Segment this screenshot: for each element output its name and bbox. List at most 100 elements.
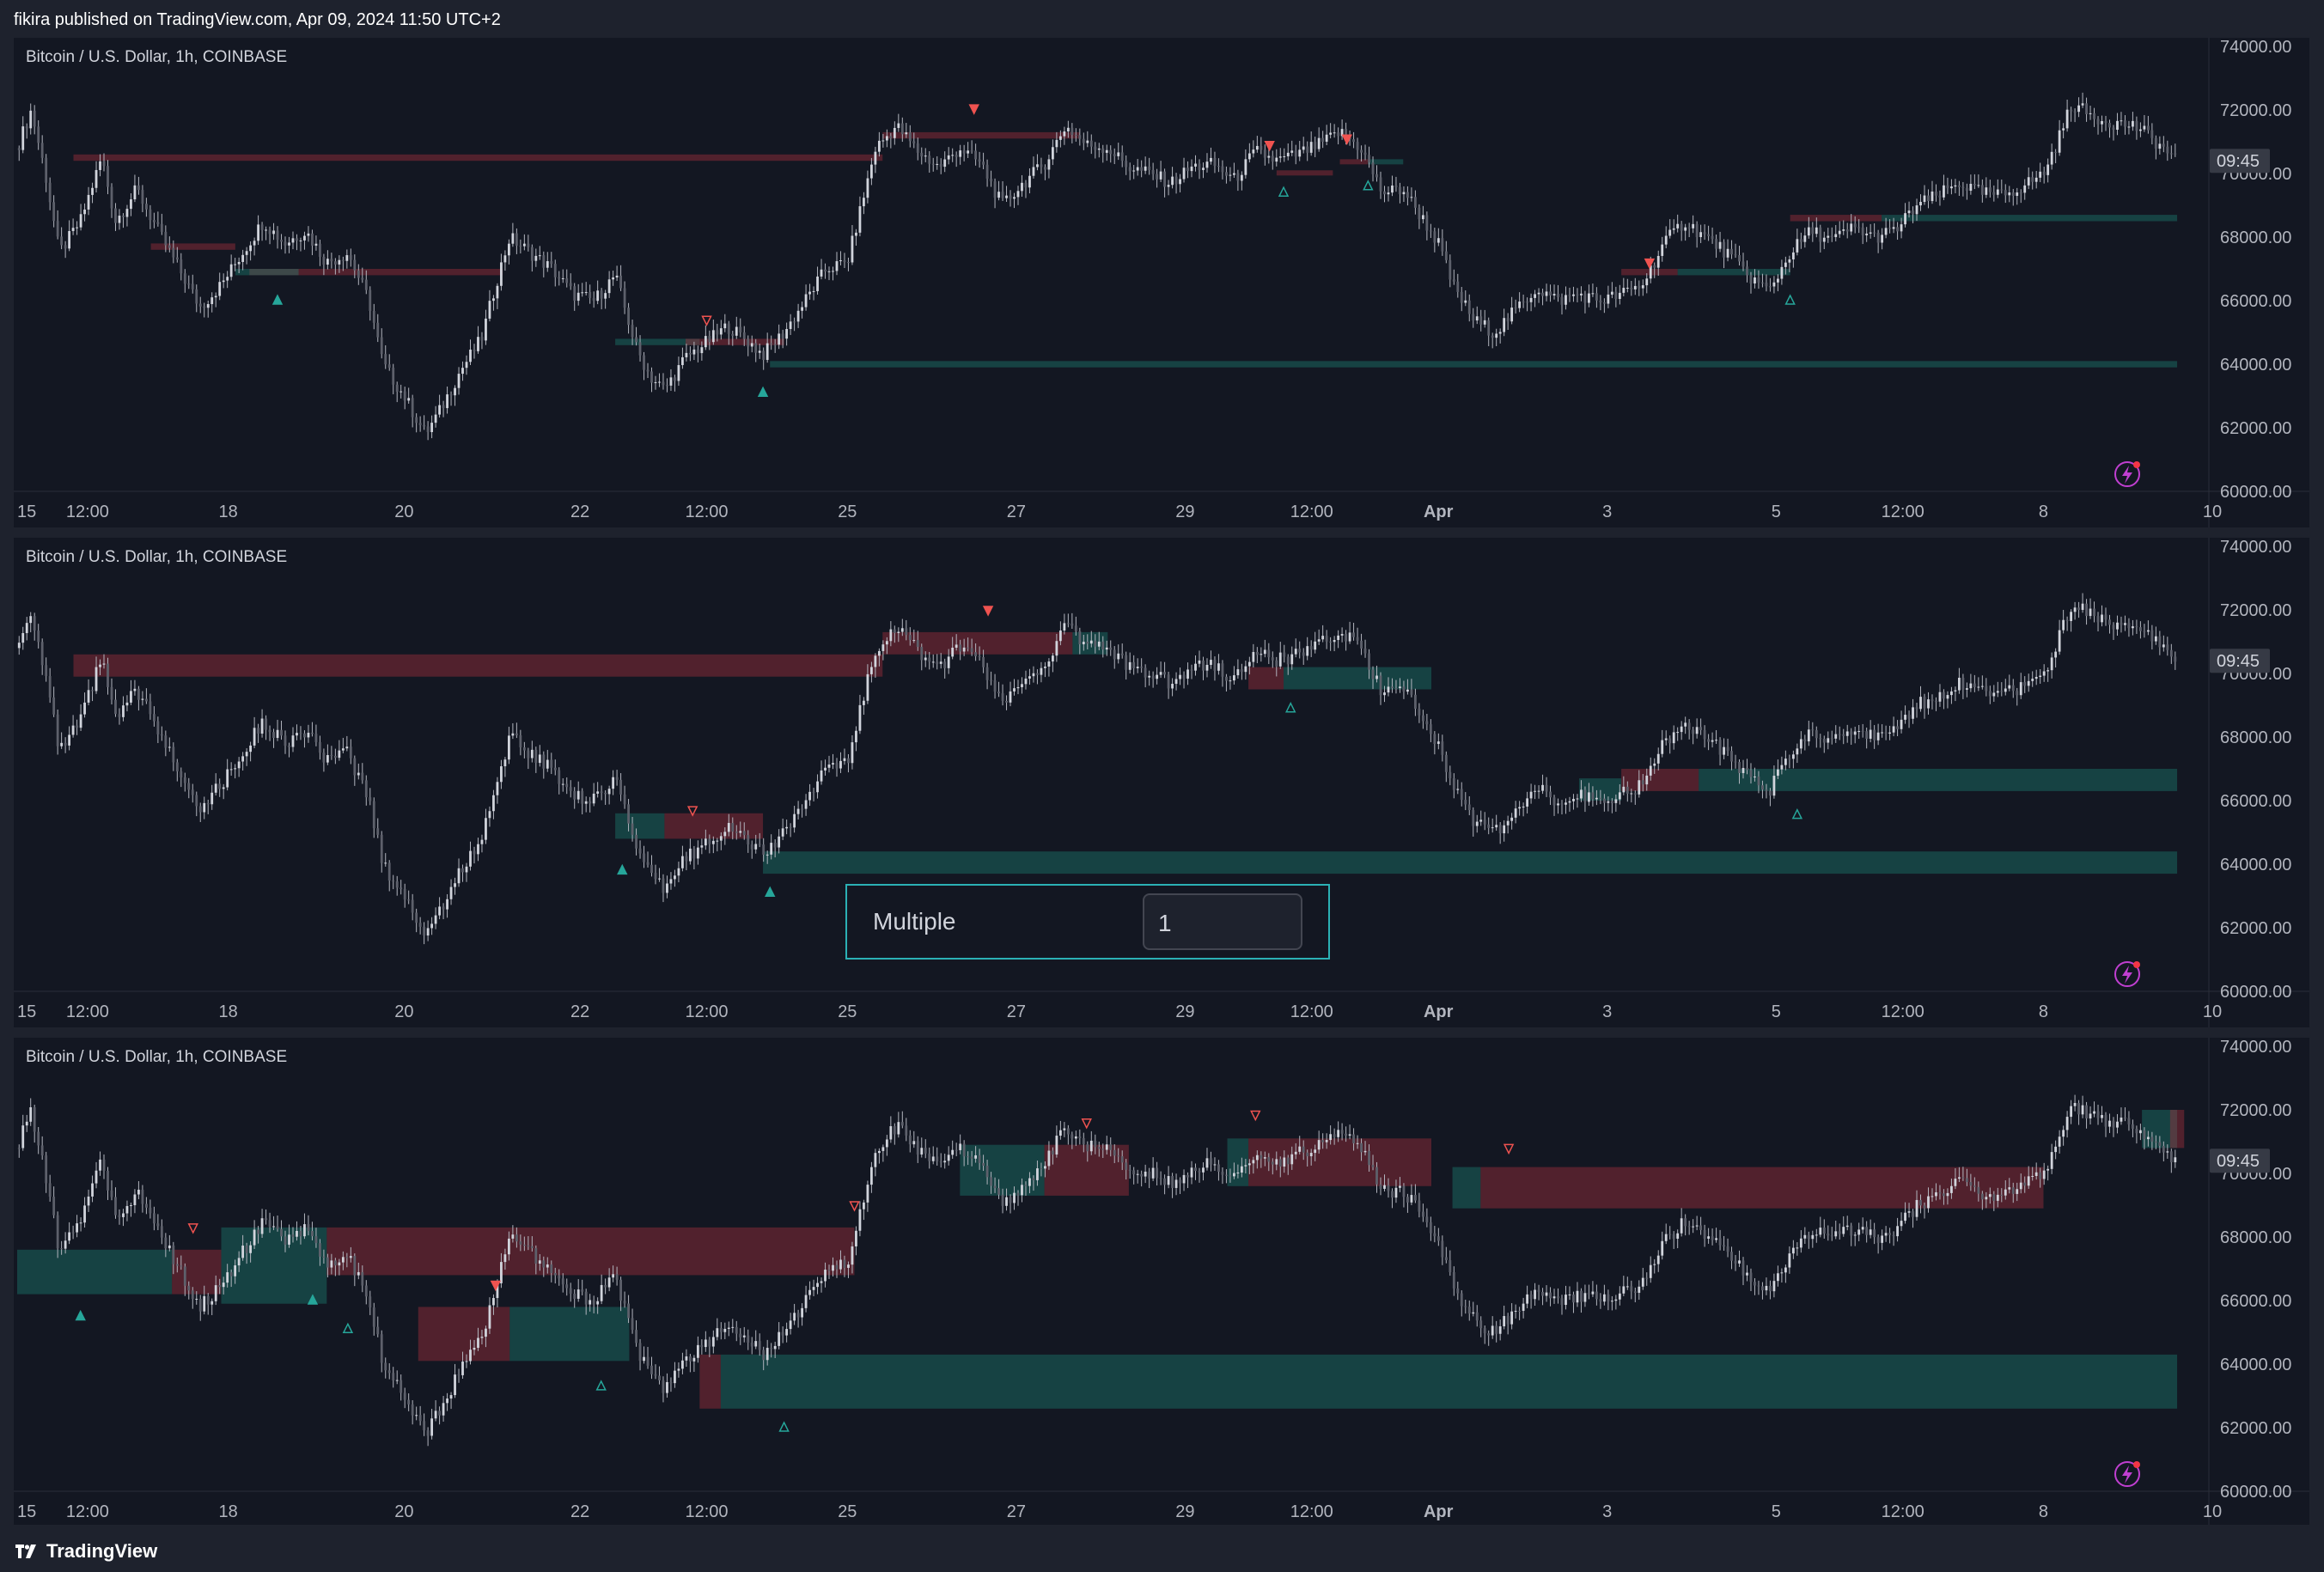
candle-body [2034,1172,2038,1176]
candle-body [353,259,357,271]
candle-body [804,800,808,809]
candle-body [461,868,464,873]
candle-body [1938,1192,1942,1194]
candle-body [130,691,132,703]
candle-body [558,1275,561,1279]
candle-body [812,791,815,793]
candle-body [1410,197,1413,198]
candle-body [1368,653,1370,670]
candle-body [1159,171,1162,180]
candle-body [1992,192,1996,195]
candle-body [1656,1255,1660,1264]
candle-body [1618,792,1621,800]
candle-body [1233,675,1235,681]
candle-body [1329,1134,1333,1141]
candle-body [1907,1211,1911,1213]
candle-body [1649,1264,1652,1278]
candle-body [515,1234,518,1242]
candle-body [905,1125,908,1136]
candle-body [349,1256,352,1258]
candle-body [1935,1192,1937,1197]
candle-body [1892,726,1895,733]
candle-body [558,770,561,784]
candle-body [33,1107,36,1132]
candle-body [1021,1185,1023,1196]
candle-body [692,1357,696,1362]
candle-body [1148,1171,1151,1179]
candle-body [330,755,333,757]
x-tick-label: 18 [219,503,238,521]
chart-panel-1[interactable]: 74000.00 72000.00 70000.00 68000.00 66000.00… [14,38,2309,527]
candle-body [1383,1185,1386,1189]
candle-body [916,143,919,153]
chart-panel-3[interactable]: 74000.00 72000.00 70000.00 68000.00 66000.00… [14,1038,2309,1527]
candle-body [426,426,430,433]
candle-body [1356,637,1359,641]
candle-body [924,657,927,661]
candle-body [500,1262,503,1283]
candle-body [847,262,850,264]
candle-body [785,328,789,339]
candle-body [943,159,947,168]
candle-body [1599,300,1602,303]
candle-body [2042,671,2046,676]
candle-body [900,123,904,135]
candle-body [1136,1173,1139,1175]
y-tick-label: 62000.00 [2220,919,2291,938]
candle-body [538,255,541,257]
candle-body [1418,709,1421,716]
candle-body [1653,265,1656,268]
candle-body [322,1256,326,1258]
candle-body [1391,1191,1394,1198]
bearish-marker [490,1280,502,1292]
candle-body [685,1356,688,1361]
candle-body [1730,248,1733,255]
tradingview-brand[interactable]: TradingView [14,1540,157,1563]
candle-body [1769,286,1772,288]
candle-body [1796,239,1799,253]
candle-body [1876,232,1880,243]
candle-body [25,623,28,634]
candle-body [781,333,784,339]
candle-body [1125,1162,1128,1170]
candle-body [1961,1177,1965,1179]
candle-body [1514,1310,1517,1312]
candle-body [666,385,668,387]
candle-body [1125,161,1128,168]
candle-body [79,214,82,228]
candle-body [1267,1157,1271,1162]
candle-body [1094,1140,1097,1148]
x-tick-label: 15 [17,1502,36,1521]
candle-body [1182,674,1186,679]
candle-body [669,1381,673,1384]
candle-body [1345,634,1347,642]
candle-body [1602,302,1606,304]
candle-body [1703,729,1706,740]
candle-body [29,616,33,624]
bearish-marker [982,606,994,617]
candle-body [1711,235,1714,240]
candle-body [789,321,792,329]
candle-body [1205,1158,1209,1168]
candle-body [1815,730,1818,739]
candle-body [1329,132,1333,135]
candle-body [1626,287,1629,289]
candle-body [434,915,437,924]
candle-body [1873,729,1876,740]
multiple-input[interactable]: 1 [1143,893,1302,950]
candle-body [1529,1294,1533,1300]
candle-body [122,705,125,717]
candle-body [465,866,468,873]
candle-body [469,1350,472,1362]
candle-body [1595,797,1598,800]
candle-body [754,844,758,850]
candle-body [21,126,25,150]
candle-body [1159,672,1162,675]
candle-body [1746,266,1748,276]
candle-body [1058,1130,1062,1136]
candle-body [1565,295,1567,305]
bearish-zone [1339,159,1369,165]
candle-body [1418,207,1421,220]
candle-body [276,1226,279,1229]
candle-body [1174,679,1178,685]
